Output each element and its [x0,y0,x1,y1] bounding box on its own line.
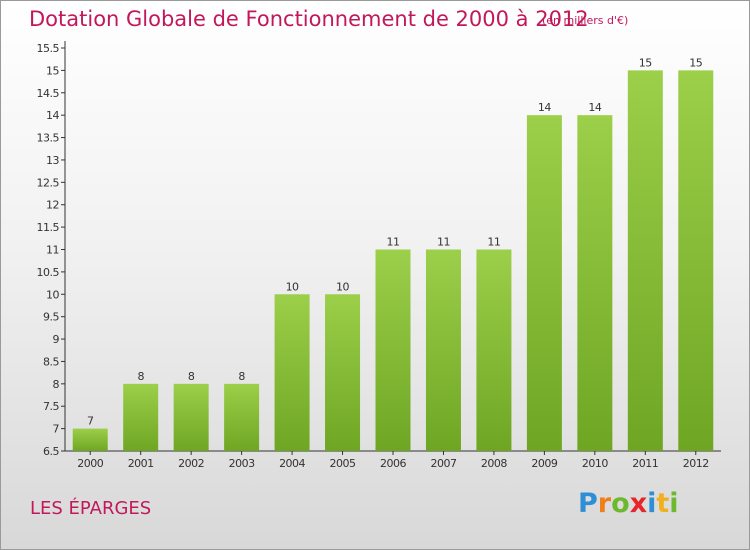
bar-2010 [577,115,613,452]
x-tick-label: 2005 [330,457,356,470]
y-tick-label: 13.5 [37,132,60,145]
y-tick-label: 15.5 [37,42,60,55]
bar-2009 [526,115,562,452]
y-tick-label: 13 [46,154,59,167]
bar-2012 [678,70,714,451]
bar-value-label: 11 [387,236,400,249]
chart-title: Dotation Globale de Fonctionnement de 20… [29,7,589,31]
bar-value-label: 14 [588,101,601,114]
y-tick-label: 7.5 [43,400,59,413]
bar-2001 [123,383,159,451]
y-tick-label: 15 [46,64,59,77]
y-tick-label: 9 [53,333,60,346]
x-tick-label: 2008 [481,457,507,470]
y-tick-label: 6.5 [43,445,59,458]
x-tick-label: 2010 [582,457,608,470]
y-tick-label: 14.5 [37,87,60,100]
logo-letter: o [611,488,630,519]
x-tick-label: 2009 [531,457,557,470]
bar-value-label: 15 [639,56,652,69]
x-tick-label: 2000 [77,457,103,470]
bar-2005 [325,294,361,451]
y-tick-label: 7 [53,423,60,436]
y-tick-label: 14 [46,109,59,122]
bar-value-label: 8 [137,370,144,383]
bar-value-label: 8 [238,370,245,383]
bar-2000 [72,428,108,451]
y-tick-label: 9.5 [43,311,59,324]
bar-value-label: 8 [188,370,195,383]
y-tick-label: 8.5 [43,355,59,368]
x-tick-label: 2011 [632,457,658,470]
bar-2007 [425,249,461,451]
bar-value-label: 11 [437,236,450,249]
logo-letter: i [647,488,657,519]
bar-2006 [375,249,411,451]
y-tick-label: 12.5 [37,176,60,189]
y-tick-label: 8 [53,378,60,391]
bar-2004 [274,294,310,451]
y-tick-label: 11 [46,244,59,257]
bar-2002 [173,383,209,451]
x-tick-label: 2006 [380,457,406,470]
y-tick-label: 12 [46,199,59,212]
commune-name: LES ÉPARGES [30,498,152,519]
y-tick-label: 11.5 [37,221,60,234]
logo-letter: i [669,488,679,519]
y-tick-label: 10 [46,288,59,301]
proxiti-logo[interactable]: Proxiti [578,488,679,519]
bar-2011 [627,70,663,451]
logo-letter: x [629,488,648,519]
logo-letter: t [656,488,670,519]
bar-value-label: 15 [689,56,702,69]
bar-value-label: 10 [336,280,349,293]
logo-letter: P [578,488,598,519]
bar-value-label: 14 [538,101,551,114]
chart-unit-note: (en milliers d'€) [542,14,629,27]
x-tick-label: 2001 [128,457,154,470]
y-tick-label: 10.5 [37,266,60,279]
bar-2003 [224,383,260,451]
x-tick-label: 2004 [279,457,305,470]
bar-value-label: 11 [487,236,500,249]
bar-value-label: 7 [87,415,94,428]
x-tick-label: 2012 [683,457,709,470]
bar-2008 [476,249,512,451]
x-tick-label: 2002 [178,457,204,470]
x-tick-label: 2003 [229,457,255,470]
x-tick-label: 2007 [430,457,456,470]
logo-letter: r [597,488,612,519]
bar-value-label: 10 [286,280,299,293]
